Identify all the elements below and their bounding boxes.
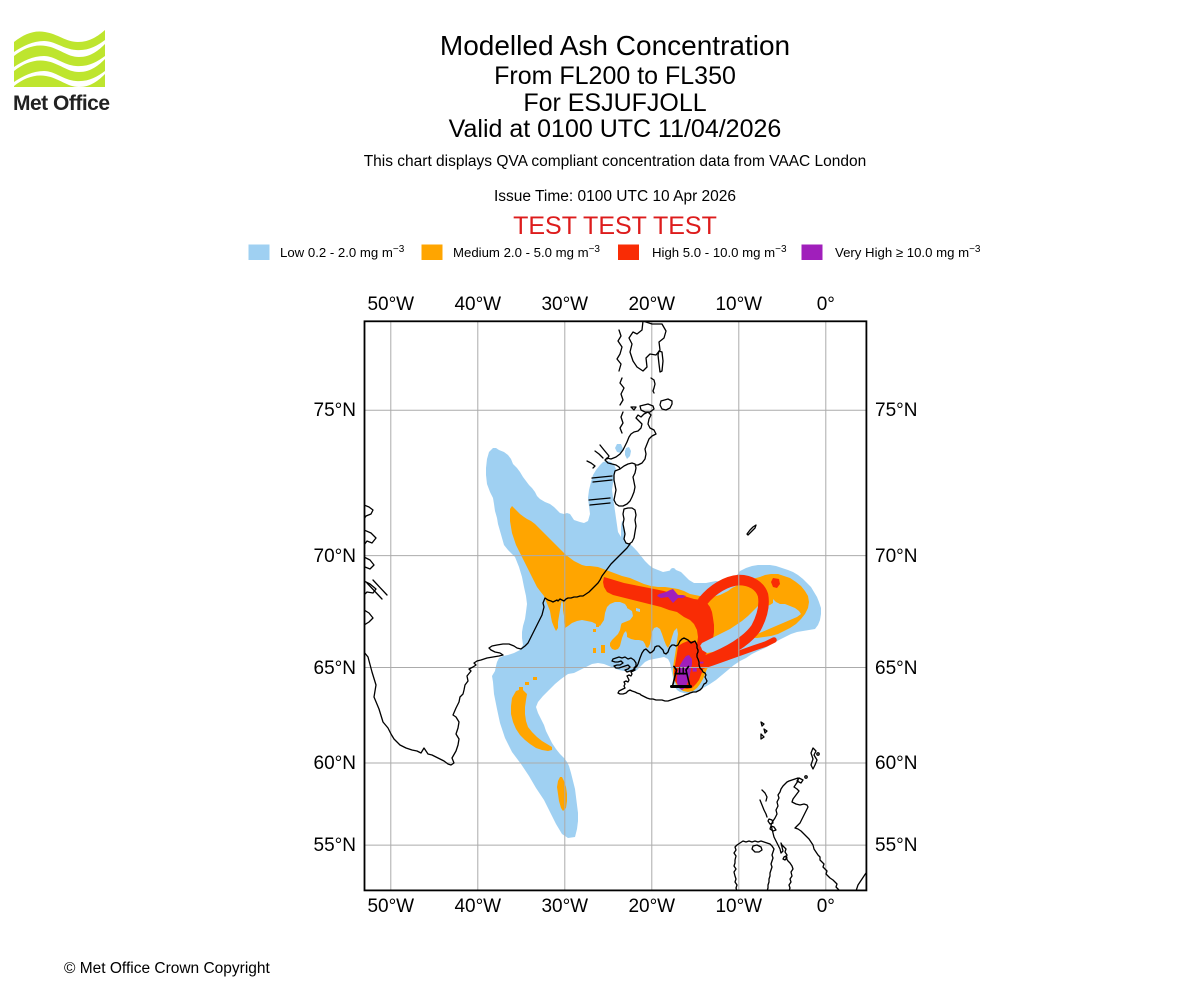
- svg-text:55°N: 55°N: [875, 835, 917, 856]
- svg-text:50°W: 50°W: [367, 294, 414, 315]
- svg-text:40°W: 40°W: [454, 896, 501, 917]
- svg-text:0°: 0°: [817, 294, 835, 315]
- svg-text:0°: 0°: [817, 896, 835, 917]
- svg-text:Very High ≥ 10.0 mg m−3: Very High ≥ 10.0 mg m−3: [835, 244, 981, 261]
- svg-text:60°N: 60°N: [314, 753, 356, 774]
- svg-text:10°W: 10°W: [715, 896, 762, 917]
- svg-text:40°W: 40°W: [454, 294, 501, 315]
- svg-text:75°N: 75°N: [314, 400, 356, 421]
- svg-text:Low 0.2 - 2.0 mg m−3: Low 0.2 - 2.0 mg m−3: [280, 244, 405, 261]
- svg-text:70°N: 70°N: [314, 546, 356, 567]
- svg-text:20°W: 20°W: [628, 294, 675, 315]
- svg-text:30°W: 30°W: [541, 896, 588, 917]
- svg-text:10°W: 10°W: [715, 294, 762, 315]
- svg-text:70°N: 70°N: [875, 546, 917, 567]
- svg-text:20°W: 20°W: [628, 896, 675, 917]
- svg-text:High 5.0 - 10.0 mg m−3: High 5.0 - 10.0 mg m−3: [652, 244, 787, 261]
- svg-text:55°N: 55°N: [314, 835, 356, 856]
- svg-text:30°W: 30°W: [541, 294, 588, 315]
- svg-text:75°N: 75°N: [875, 400, 917, 421]
- svg-text:Met Office: Met Office: [13, 92, 110, 115]
- svg-text:Medium 2.0 - 5.0 mg m−3: Medium 2.0 - 5.0 mg m−3: [453, 244, 600, 261]
- svg-text:65°N: 65°N: [875, 658, 917, 679]
- svg-text:65°N: 65°N: [314, 658, 356, 679]
- svg-text:50°W: 50°W: [367, 896, 414, 917]
- svg-text:60°N: 60°N: [875, 753, 917, 774]
